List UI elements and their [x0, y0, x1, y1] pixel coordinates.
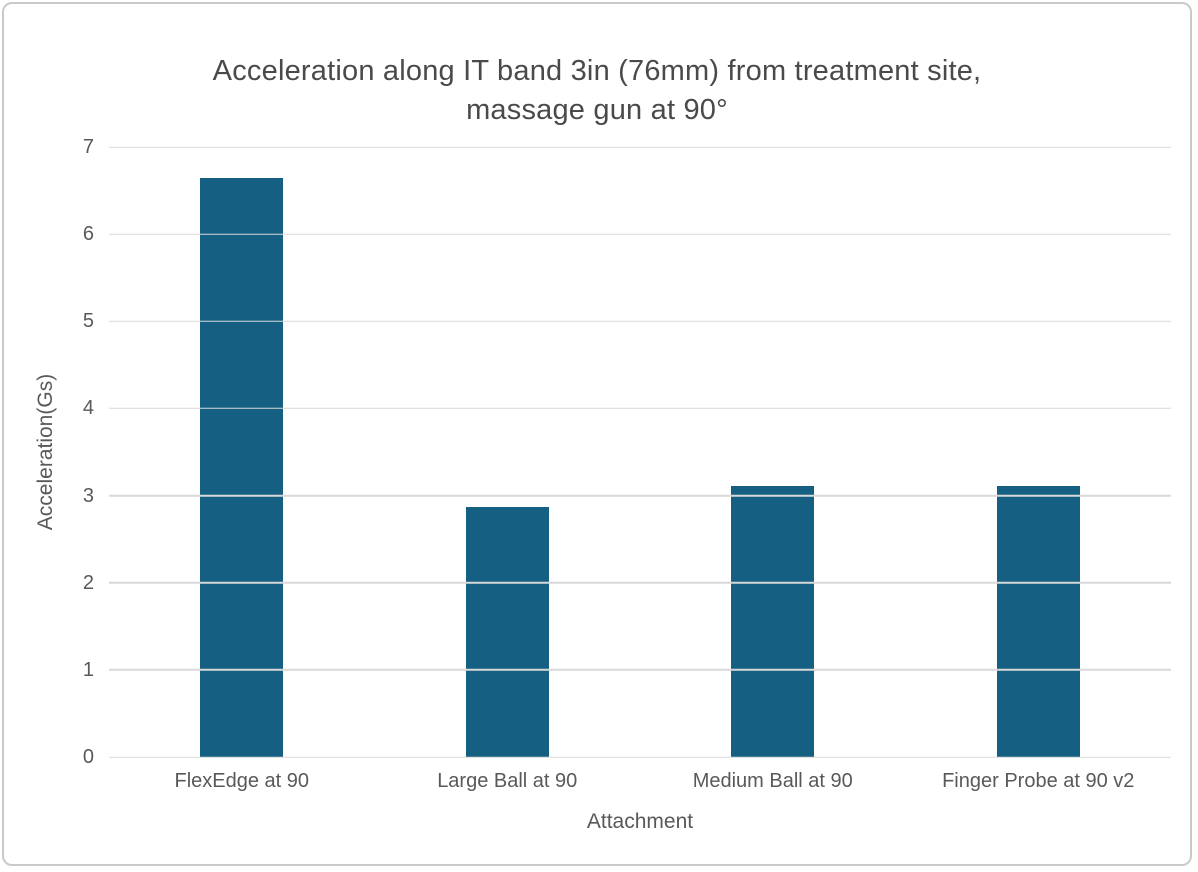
bar-slot [109, 147, 375, 757]
gridline-y-1 [109, 669, 1171, 671]
y-tick-label-2: 2 [82, 571, 94, 594]
y-axis-title: Acceleration(Gs) [34, 373, 57, 531]
y-tick-label-0: 0 [82, 746, 94, 768]
y-tick-label-6: 6 [82, 223, 94, 246]
gridline-y-0 [109, 756, 1171, 758]
bar-large-ball-at-90 [465, 506, 549, 757]
y-tick-label-4: 4 [82, 397, 94, 420]
bar-finger-probe-at-90-v2 [996, 486, 1080, 757]
x-tick-labels: FlexEdge at 90 Large Ball at 90 Medium Bal… [109, 770, 1171, 793]
plot-area: 0 1 2 3 4 5 6 7 [83, 137, 1171, 767]
bar-slot [375, 147, 641, 757]
x-tick-label: Large Ball at 90 [437, 770, 578, 792]
gridline-y-4 [109, 407, 1171, 410]
chart-title: Acceleration along IT band 3in (76mm) fr… [4, 52, 1190, 130]
x-tick-label: Medium Ball at 90 [692, 770, 853, 792]
bar-flexedge-at-90 [200, 177, 284, 757]
chart-title-line-2: massage gun at 90° [466, 94, 728, 126]
y-tick-label-3: 3 [82, 484, 94, 507]
bar-slot [906, 147, 1172, 757]
gridline-y-2 [109, 581, 1171, 584]
chart-title-line-1: Acceleration along IT band 3in (76mm) fr… [212, 55, 982, 87]
x-axis-title: Attachment [586, 810, 694, 833]
gridline-y-5 [109, 320, 1171, 323]
y-tick-label-5: 5 [82, 310, 94, 333]
gridline-y-3 [109, 494, 1171, 497]
gridline-y-7 [109, 146, 1171, 148]
x-tick-label: Finger Probe at 90 v2 [942, 770, 1135, 792]
bar-medium-ball-at-90 [731, 486, 815, 757]
bar-slot [640, 147, 906, 757]
gridline-y-6 [109, 233, 1171, 235]
bars-row [109, 147, 1171, 757]
x-tick-label: FlexEdge at 90 [174, 770, 310, 792]
y-tick-label-7: 7 [82, 136, 94, 158]
y-tick-label-1: 1 [82, 658, 94, 681]
